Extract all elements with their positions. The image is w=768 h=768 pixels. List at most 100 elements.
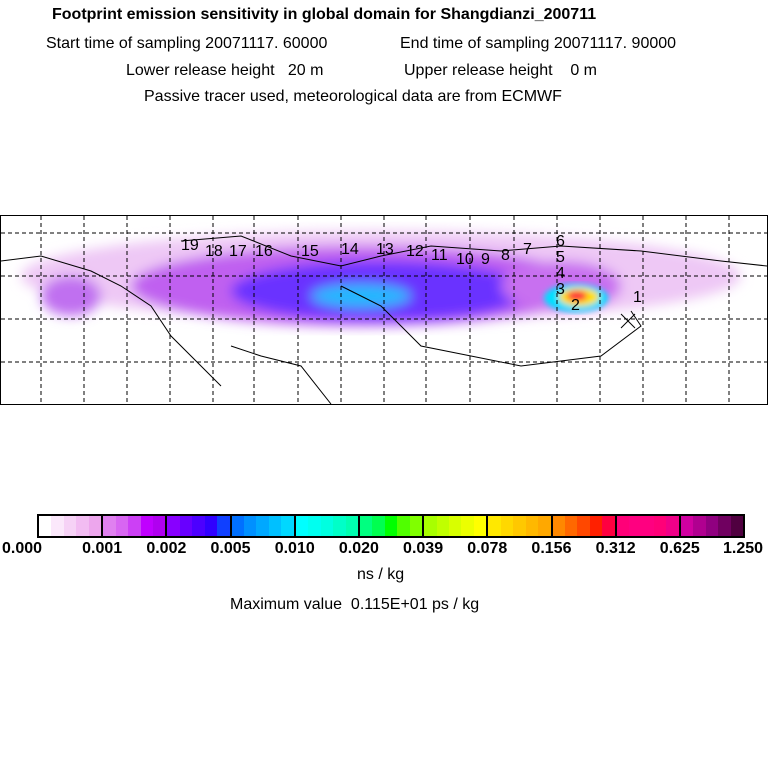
colorbar-swatch (244, 516, 257, 536)
trajectory-label: 3 (556, 281, 565, 298)
colorbar-swatch (88, 516, 102, 536)
colorbar-swatch (51, 516, 64, 536)
colorbar-swatch (449, 516, 462, 536)
colorbar-tick-label: 0.010 (274, 540, 315, 557)
colorbar-tick-label: 0.078 (467, 540, 508, 557)
colorbar-section (488, 516, 553, 536)
trajectory-label: 16 (255, 243, 273, 260)
trajectory-label: 9 (481, 251, 490, 268)
colorbar-swatch (564, 516, 578, 536)
trajectory-label: 5 (556, 249, 565, 266)
lower-release-height: Lower release height 20 m (126, 62, 324, 79)
colorbar-tick-label: 0.002 (146, 540, 187, 557)
colorbar-swatch (641, 516, 654, 536)
colorbar-section (359, 516, 425, 536)
colorbar-swatch (513, 516, 526, 536)
colorbar-swatch (256, 516, 269, 536)
colorbar-section (231, 516, 296, 536)
colorbar-swatch (436, 516, 449, 536)
colorbar-swatch (39, 516, 52, 536)
colorbar-swatch (424, 516, 437, 536)
peak-region (544, 284, 608, 312)
colorbar-unit: ns / kg (357, 566, 405, 583)
colorbar-tick-label: 0.312 (595, 540, 636, 557)
colorbar-swatch (167, 516, 180, 536)
colorbar-section (680, 516, 744, 536)
upper-release-height: Upper release height 0 m (404, 62, 597, 79)
colorbar-swatch (359, 516, 373, 536)
trajectory-label: 14 (341, 241, 359, 258)
colorbar-swatch (538, 516, 551, 536)
colorbar-swatch (384, 516, 398, 536)
colorbar-swatch (552, 516, 565, 536)
colorbar-swatch (281, 516, 294, 536)
colorbar-section (167, 516, 232, 536)
colorbar-tick-label: 0.039 (403, 540, 444, 557)
start-time: Start time of sampling 20071117. 60000 (46, 35, 328, 52)
colorbar-swatch (179, 516, 193, 536)
colorbar-section (552, 516, 617, 536)
colorbar-tick-label: 0.156 (531, 540, 572, 557)
trajectory-label: 18 (205, 243, 223, 260)
release-site-marker (620, 313, 636, 329)
colorbar-swatch (616, 516, 630, 536)
trajectory-label: 1 (633, 289, 642, 306)
colorbar-swatch (103, 516, 116, 536)
trajectory-label: 4 (556, 265, 565, 282)
colorbar-section (616, 516, 681, 536)
colorbar-swatch (602, 516, 615, 536)
colorbar-swatch (589, 516, 603, 536)
graticule (1, 216, 767, 404)
colorbar-swatch (666, 516, 679, 536)
colorbar-tick-label: 0.001 (82, 540, 123, 557)
trajectory-label: 17 (229, 243, 247, 260)
colorbar-swatch (320, 516, 334, 536)
colorbar-swatch (629, 516, 642, 536)
colorbar-swatch (268, 516, 282, 536)
colorbar-swatch (693, 516, 706, 536)
trajectory-label: 15 (301, 243, 319, 260)
colorbar-section (424, 516, 489, 536)
colorbar-tick-label: 0.020 (338, 540, 379, 557)
colorbar-swatch (128, 516, 141, 536)
colorbar-swatch (217, 516, 230, 536)
trajectory-label: 8 (501, 247, 510, 264)
colorbar-swatch (409, 516, 423, 536)
colorbar-swatch (295, 516, 309, 536)
colorbar-swatch (654, 516, 667, 536)
tracer-note: Passive tracer used, meteorological data… (144, 88, 562, 105)
trajectory-label: 19 (181, 237, 199, 254)
colorbar-swatch (231, 516, 244, 536)
colorbar-tick-label: 1.250 (722, 540, 764, 557)
colorbar-section (295, 516, 360, 536)
colorbar-swatch (525, 516, 539, 536)
maximum-value: Maximum value 0.115E+01 ps / kg (230, 596, 480, 613)
colorbar-swatch (705, 516, 719, 536)
trajectory-label: 6 (556, 233, 565, 250)
colorbar-swatch (345, 516, 358, 536)
trajectory-label: 13 (376, 241, 394, 258)
colorbar-swatch (488, 516, 501, 536)
trajectory-label: 12 (406, 243, 424, 260)
coastlines (0, 235, 768, 405)
trajectory-label: 11 (431, 247, 448, 264)
colorbar-swatch (333, 516, 346, 536)
colorbar-swatch (730, 516, 744, 536)
colorbar-swatch (140, 516, 153, 536)
colorbar-swatch (680, 516, 694, 536)
colorbar-swatch (76, 516, 89, 536)
end-time: End time of sampling 20071117. 90000 (400, 35, 677, 52)
colorbar-swatch (308, 516, 321, 536)
colorbar-swatch (461, 516, 474, 536)
sensitivity-map: 19 18 17 16 15 14 13 12 11 10 9 8 7 6 5 4 3 2 1 (0, 215, 768, 405)
colorbar-swatch (115, 516, 129, 536)
colorbar-section (103, 516, 168, 536)
colorbar-swatch (192, 516, 205, 536)
colorbar-tick-label: 0.005 (210, 540, 251, 557)
figure-title: Footprint emission sensitivity in global… (52, 6, 597, 23)
trajectory-label: 10 (456, 251, 474, 268)
colorbar-swatch (152, 516, 166, 536)
